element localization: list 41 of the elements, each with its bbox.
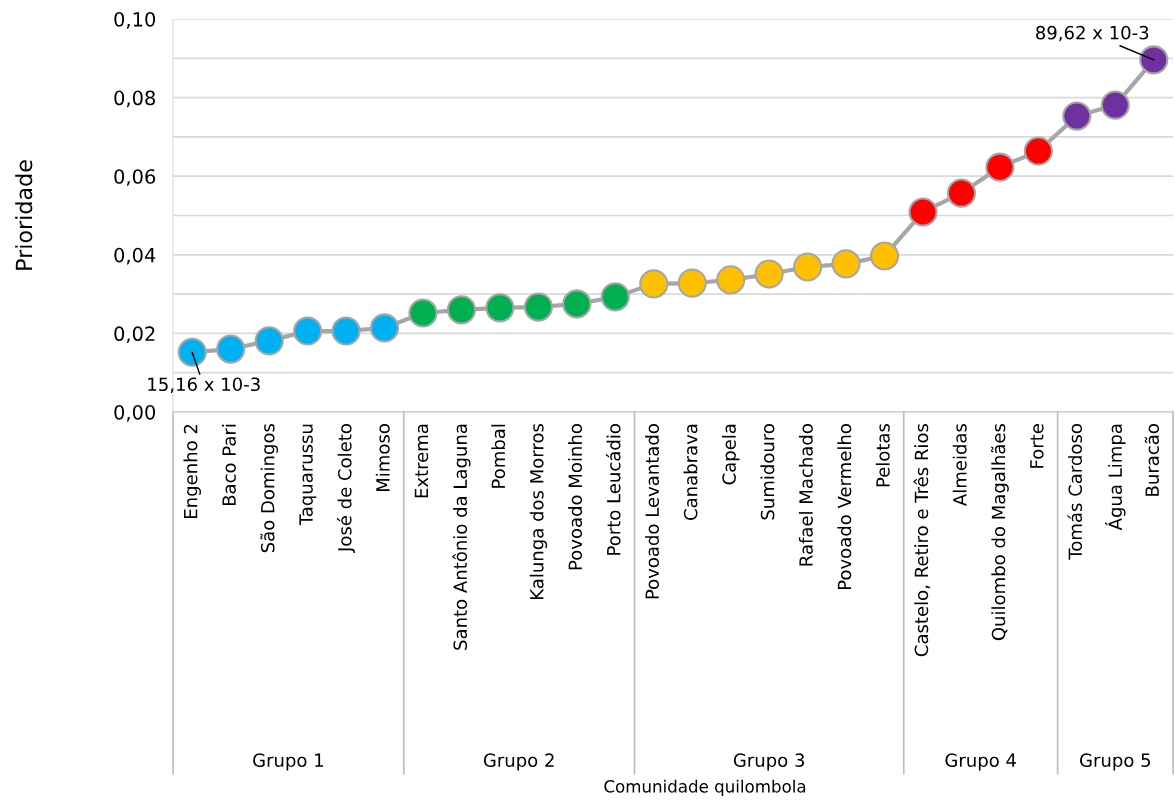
x-tick-label: Tomás Cardoso [1067, 424, 1083, 560]
text: Comunidade quilombola [604, 779, 806, 796]
x-tick-label: Taquarussu [299, 424, 317, 526]
y-tick-label: 0,08 [114, 90, 155, 108]
y-tick-label: 0,06 [114, 169, 156, 186]
annotation: 15,16 x 10-3 [148, 377, 260, 393]
y-tick-label: 0,10 [114, 11, 156, 29]
text: Grupo 2 [483, 753, 554, 771]
text: Grupo 1 [253, 753, 324, 771]
y-axis-title: Prioridade [15, 160, 33, 270]
x-tick-label: Buracão [1144, 424, 1160, 496]
x-tick-label: Almeidas [952, 423, 967, 506]
x-tick-label: Sumidouro [760, 424, 775, 520]
x-tick-label: São Domingos [260, 423, 279, 553]
text: Grupo 4 [945, 753, 1016, 771]
y-tick-label: 0,02 [114, 326, 155, 344]
x-tick-label: Povoado Vermelho [837, 424, 852, 590]
x-tick-label: Água Limpa [1105, 424, 1126, 531]
x-tick-label: Capela [721, 424, 740, 485]
x-tick-label: Forte [1030, 424, 1044, 468]
y-tick-label: 0,04 [114, 247, 156, 265]
x-tick-label: Povoado Levantado [645, 424, 660, 599]
x-tick-label: Kalunga dos Morros [529, 423, 548, 599]
y-tick-label: 0,00 [114, 404, 156, 422]
x-tick-label: Pelotas [875, 423, 890, 487]
x-tick-label: Quilombo do Magalhães [991, 424, 1009, 641]
x-tick-label: Rafael Machado [798, 424, 813, 566]
annotation: 89,62 x 10-3 [1036, 25, 1149, 42]
text: Grupo 5 [1080, 753, 1151, 771]
x-tick-label: Canabrava [683, 424, 698, 520]
x-tick-label: José de Coleto [336, 424, 355, 553]
x-tick-label: Baco Pari [221, 424, 236, 506]
x-tick-label: Pombal [491, 424, 506, 488]
x-tick-label: Engenho 2 [183, 424, 201, 518]
text: Grupo 3 [733, 753, 804, 771]
x-tick-label: Mimoso [375, 424, 390, 492]
x-tick-label: Santo Antônio da Laguna [452, 424, 471, 650]
x-tick-label: Povoado Moinho [568, 424, 583, 570]
x-tick-label: Porto Leucádio [605, 424, 621, 555]
x-tick-label: Castelo, Retiro e Três Rios [913, 423, 931, 657]
x-tick-label: Extrema [414, 424, 429, 498]
